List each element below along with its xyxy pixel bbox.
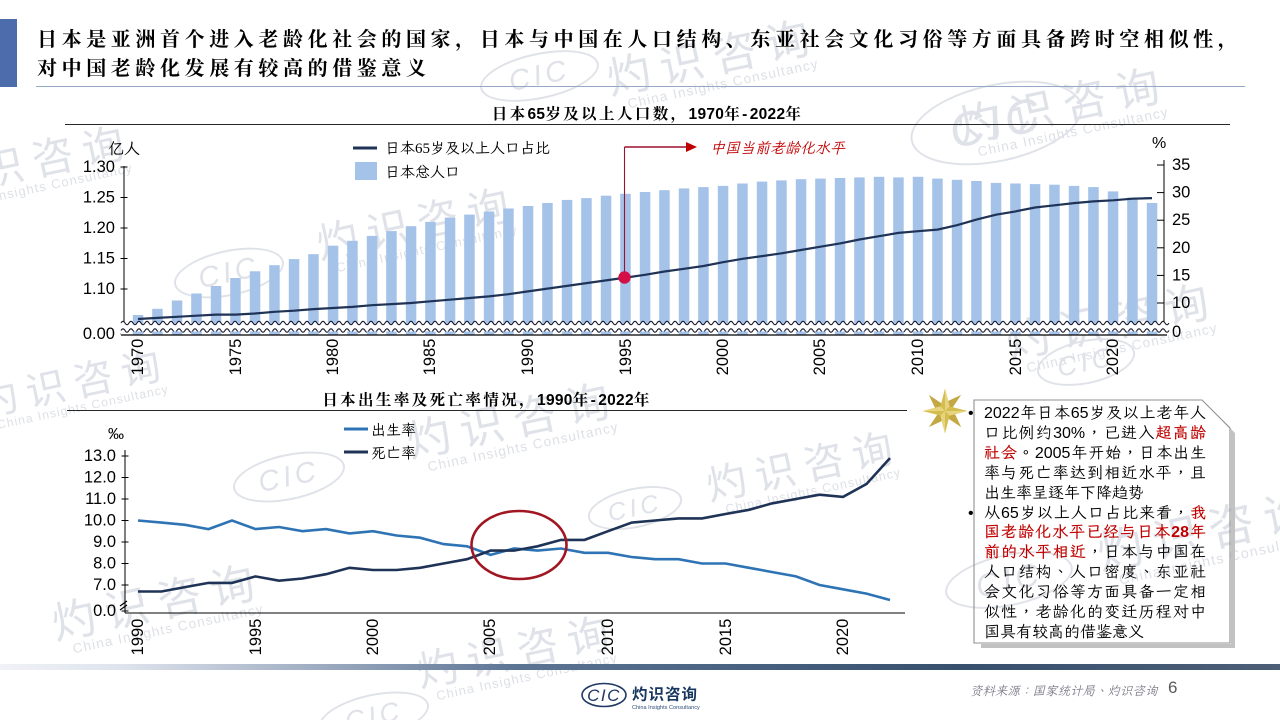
svg-text:2010: 2010 — [599, 619, 617, 656]
svg-text:1990: 1990 — [129, 619, 147, 656]
svg-text:1.25: 1.25 — [83, 189, 115, 207]
svg-text:7.0: 7.0 — [93, 576, 116, 594]
svg-text:2000: 2000 — [714, 339, 732, 376]
svg-text:CIC: CIC — [587, 686, 621, 705]
svg-text:1.15: 1.15 — [83, 250, 115, 268]
svg-text:2015: 2015 — [1007, 339, 1025, 376]
svg-text:2010: 2010 — [909, 339, 927, 376]
svg-text:1995: 1995 — [247, 619, 265, 656]
svg-text:2015: 2015 — [717, 619, 735, 656]
svg-text:11.0: 11.0 — [85, 490, 116, 508]
svg-text:0.0: 0.0 — [93, 602, 116, 620]
svg-text:15: 15 — [1172, 266, 1190, 284]
svg-text:2020: 2020 — [1104, 339, 1122, 376]
svg-text:1970: 1970 — [129, 339, 147, 376]
svg-text:1.30: 1.30 — [83, 158, 115, 176]
svg-text:9.0: 9.0 — [93, 533, 116, 551]
svg-text:2005: 2005 — [481, 619, 499, 656]
svg-text:0.00: 0.00 — [83, 325, 115, 343]
svg-text:20: 20 — [1172, 239, 1190, 257]
svg-text:8.0: 8.0 — [93, 555, 116, 573]
svg-text:1.10: 1.10 — [83, 280, 115, 298]
svg-text:0: 0 — [1172, 323, 1181, 341]
svg-text:1.20: 1.20 — [83, 219, 115, 237]
svg-text:1980: 1980 — [324, 339, 342, 376]
svg-text:30: 30 — [1172, 184, 1190, 202]
svg-text:13.0: 13.0 — [84, 447, 116, 465]
svg-text:1975: 1975 — [227, 339, 245, 376]
svg-text:12.0: 12.0 — [84, 469, 116, 487]
svg-text:1985: 1985 — [421, 339, 439, 376]
svg-text:灼识咨询: 灼识咨询 — [632, 685, 698, 704]
svg-text:25: 25 — [1172, 211, 1190, 229]
svg-text:2000: 2000 — [364, 619, 382, 656]
svg-text:2005: 2005 — [811, 339, 829, 376]
svg-text:2020: 2020 — [834, 619, 852, 656]
svg-text:1995: 1995 — [617, 339, 635, 376]
svg-text:10: 10 — [1172, 294, 1190, 312]
svg-text:China Insights Consultancy: China Insights Consultancy — [632, 705, 700, 711]
svg-text:35: 35 — [1172, 156, 1190, 174]
svg-text:10.0: 10.0 — [84, 512, 116, 530]
svg-text:1990: 1990 — [519, 339, 537, 376]
